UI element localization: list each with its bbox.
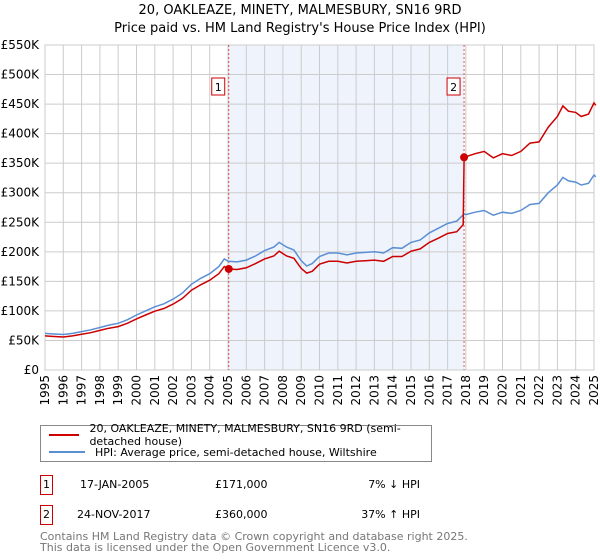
chart-title: 20, OAKLEAZE, MINETY, MALMESBURY, SN16 9… <box>0 2 600 38</box>
x-tick-label: 2010 <box>313 375 327 406</box>
y-tick-label: £450K <box>1 97 41 111</box>
legend-label: HPI: Average price, semi-detached house,… <box>95 445 377 459</box>
x-tick-label: 2000 <box>130 375 144 406</box>
x-tick-label: 2015 <box>404 375 418 406</box>
transaction-hpi: 37% ↑ HPI <box>361 508 420 521</box>
series-line <box>44 173 597 336</box>
x-tick-label: 2024 <box>569 375 583 406</box>
y-tick-label: £100K <box>1 304 41 318</box>
title-line: 20, OAKLEAZE, MINETY, MALMESBURY, SN16 9… <box>138 3 462 18</box>
x-tick-label: 2020 <box>496 375 510 406</box>
x-tick-label: 2005 <box>221 375 235 406</box>
sale-badge-box <box>446 77 461 96</box>
y-tick-label: £50K <box>8 333 40 347</box>
legend-item-hpi: HPI: Average price, semi-detached house,… <box>49 444 377 460</box>
y-tick-label: £200K <box>1 245 41 259</box>
x-tick-label: 2004 <box>203 375 217 406</box>
x-tick-label: 2012 <box>349 375 363 406</box>
x-tick-label: 2002 <box>166 375 180 406</box>
x-tick-label: 2021 <box>514 375 528 406</box>
transaction-hpi: 7% ↓ HPI <box>368 478 420 491</box>
x-tick-label: 2016 <box>422 375 436 406</box>
y-tick-label: £550K <box>1 38 41 52</box>
footer-line: Contains HM Land Registry data © Crown c… <box>40 530 468 543</box>
x-tick-label: 2006 <box>239 375 253 406</box>
transaction-price: £360,000 <box>215 508 268 521</box>
transaction-row: 1 17-JAN-2005 £171,000 7% ↓ HPI <box>40 475 480 495</box>
y-tick-label: £0 <box>24 363 39 377</box>
x-tick-label: 2023 <box>550 375 564 406</box>
sale-badge-label: 1 <box>215 81 222 94</box>
x-tick-label: 1997 <box>75 375 89 406</box>
blue-line-swatch <box>49 451 85 453</box>
y-tick-label: £400K <box>1 127 41 141</box>
x-tick-label: 1998 <box>93 375 107 406</box>
x-tick-label: 2017 <box>441 375 455 406</box>
marker-badge: 2 <box>40 505 53 525</box>
shaded-period <box>228 45 465 370</box>
y-tick-label: £150K <box>1 274 41 288</box>
x-tick-label: 2022 <box>532 375 546 406</box>
transaction-date: 17-JAN-2005 <box>80 478 150 491</box>
sale-badge-box <box>211 77 226 96</box>
sale-badge-label: 2 <box>450 81 457 94</box>
x-tick-label: 2001 <box>148 375 162 406</box>
plot-frame <box>44 44 595 371</box>
price-chart: £0 £50K £100K £150K £200K £250K £300K £350K £400… <box>1 38 600 406</box>
x-tick-label: 2014 <box>386 375 400 406</box>
transaction-date: 24-NOV-2017 <box>77 508 151 521</box>
x-tick-label: 1995 <box>38 375 52 406</box>
sale-point <box>460 153 469 162</box>
footer-line: This data is licensed under the Open Gov… <box>40 541 391 554</box>
x-tick-label: 2009 <box>294 375 308 406</box>
x-tick-label: 2008 <box>276 375 290 406</box>
y-tick-label: £250K <box>1 215 41 229</box>
x-tick-label: 2013 <box>367 375 381 406</box>
subtitle-line: Price paid vs. HM Land Registry's House … <box>114 21 486 36</box>
x-tick-label: 2011 <box>331 375 345 406</box>
y-tick-label: £350K <box>1 156 41 170</box>
x-tick-label: 1996 <box>56 375 70 406</box>
y-tick-label: £500K <box>1 68 41 82</box>
x-tick-label: 2007 <box>258 375 272 406</box>
x-tick-label: 2003 <box>184 375 198 406</box>
sale-point <box>224 264 233 273</box>
marker-badge: 1 <box>40 475 53 495</box>
legend-label: 20, OAKLEAZE, MINETY, MALMESBURY, SN16 9… <box>89 422 401 448</box>
series-line <box>44 101 597 338</box>
transaction-row: 2 24-NOV-2017 £360,000 37% ↑ HPI <box>40 505 480 525</box>
footer: Contains HM Land Registry data © Crown c… <box>40 531 468 553</box>
x-tick-label: 1999 <box>111 375 125 406</box>
y-tick-label: £300K <box>1 186 41 200</box>
x-tick-label: 2019 <box>477 375 491 406</box>
transaction-price: £171,000 <box>215 478 268 491</box>
x-tick-label: 2018 <box>459 375 473 406</box>
legend-item-property: 20, OAKLEAZE, MINETY, MALMESBURY, SN16 9… <box>49 422 431 448</box>
red-line-swatch <box>49 434 80 436</box>
x-tick-label: 2025 <box>587 375 600 406</box>
legend: 20, OAKLEAZE, MINETY, MALMESBURY, SN16 9… <box>40 422 432 462</box>
